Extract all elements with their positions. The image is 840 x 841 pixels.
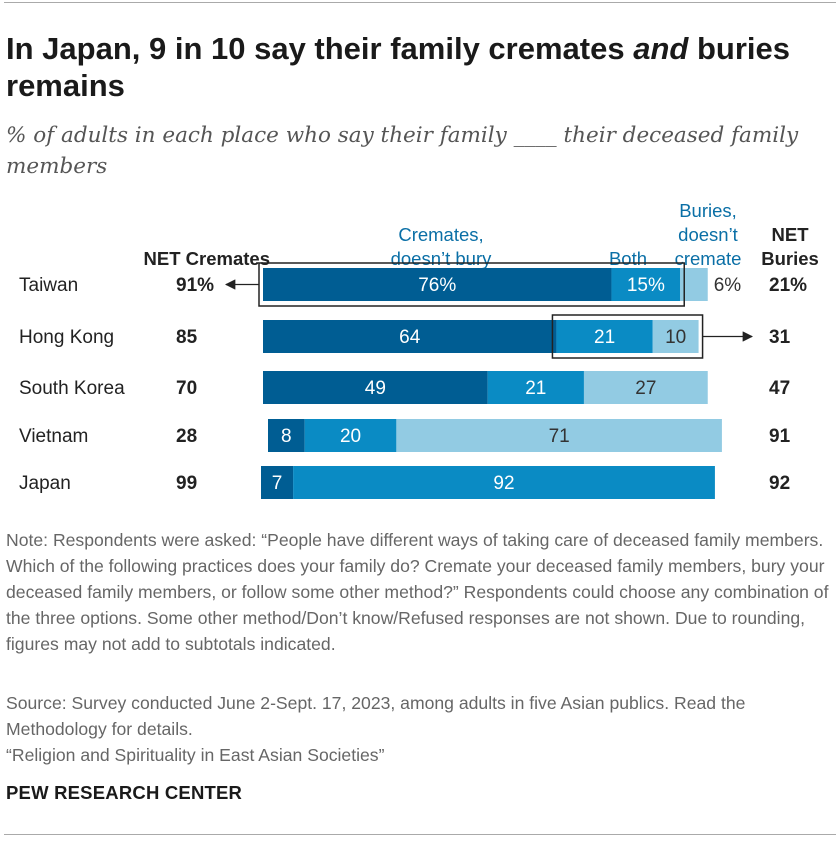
bottom-rule [4, 834, 836, 835]
header-net-cremates: NET Cremates [144, 248, 270, 269]
bar-segment-both [293, 466, 715, 499]
category-label: Vietnam [19, 426, 88, 447]
header-net-buries-line: NET [772, 224, 810, 245]
bar-segment-cremates-only [263, 320, 557, 353]
data-label-cremates-only: 49 [365, 378, 386, 399]
bar-segment-buries-only [652, 320, 699, 353]
header-buries-only-line: doesn’t [678, 224, 738, 245]
header-both: Both [609, 248, 647, 269]
title-main: In Japan, 9 in 10 say their family crema… [6, 31, 634, 66]
bar-segment-buries-only [396, 419, 722, 452]
header-buries-only-line: Buries, [679, 200, 737, 221]
data-label-cremates-only: 8 [281, 426, 292, 447]
category-label: Taiwan [19, 275, 78, 296]
header-cremates-only-line: Cremates, [398, 224, 483, 245]
bar-segment-both [487, 371, 584, 404]
category-label: South Korea [19, 378, 125, 399]
category-label: Japan [19, 473, 71, 494]
stacked-bar-chart: NET Cremates Cremates, doesn’t bury Both Bur… [19, 200, 819, 499]
net-cremates-value: 28 [176, 426, 197, 447]
category-label: Hong Kong [19, 327, 114, 348]
bar-segment-cremates-only [263, 371, 488, 404]
data-label-both: 92 [493, 473, 514, 494]
data-label-cremates-only: 64 [399, 327, 421, 348]
bar-segment-cremates-only [263, 268, 612, 301]
data-label-both: 21 [525, 378, 546, 399]
data-label-buries-only: 27 [635, 378, 656, 399]
title-rest: buries remains [6, 31, 790, 103]
chart-title: In Japan, 9 in 10 say their family crema… [6, 30, 836, 104]
data-label-both: 21 [594, 327, 615, 348]
data-label-both: 15% [627, 275, 665, 296]
chart-subtitle: % of adults in each place who say their … [6, 123, 799, 179]
bar-segment-buries-only [583, 371, 708, 404]
net-buries-value: 91 [769, 426, 791, 447]
bar-segment-both [556, 320, 653, 353]
bar-segment-both [304, 419, 397, 452]
net-buries-value: 47 [769, 378, 790, 399]
net-cremates-value: 99 [176, 473, 197, 494]
data-label-both: 20 [340, 426, 361, 447]
net-cremates-value: 85 [176, 327, 198, 348]
net-buries-value: 21% [769, 275, 807, 296]
callout-annotations [224, 262, 754, 359]
header-cremates-only-line: doesn’t bury [391, 248, 493, 269]
note-text: Note: Respondents were asked: “People ha… [6, 530, 829, 654]
data-label-buries-only: 10 [665, 327, 686, 348]
column-headers: NET Cremates Cremates, doesn’t bury Both Bur… [144, 200, 819, 269]
bar-rows: Taiwan 91% 21% 76% 15% 6% Hong Kong 85 31 64 21 10 S… [19, 268, 807, 499]
data-label-cremates-only: 7 [272, 473, 283, 494]
bar-segment-cremates-only [268, 419, 305, 452]
report-title: “Religion and Spirituality in East Asian… [6, 745, 385, 765]
net-buries-value: 31 [769, 327, 791, 348]
title-emphasis: and [633, 31, 689, 66]
header-net-buries-line: Buries [761, 248, 819, 269]
org-name: PEW RESEARCH CENTER [6, 782, 243, 803]
data-label-buries-only: 71 [549, 426, 570, 447]
net-cremates-value: 91% [176, 275, 214, 296]
bar-segment-both [611, 268, 681, 301]
net-buries-value: 92 [769, 473, 790, 494]
bar-segment-cremates-only [261, 466, 294, 499]
top-rule [4, 2, 836, 3]
data-label-cremates-only: 76% [418, 275, 456, 296]
header-buries-only-line: cremate [675, 248, 742, 269]
net-cremates-value: 70 [176, 378, 197, 399]
data-label-buries-only: 6% [714, 275, 742, 296]
source-text: Source: Survey conducted June 2-Sept. 17… [6, 693, 746, 739]
